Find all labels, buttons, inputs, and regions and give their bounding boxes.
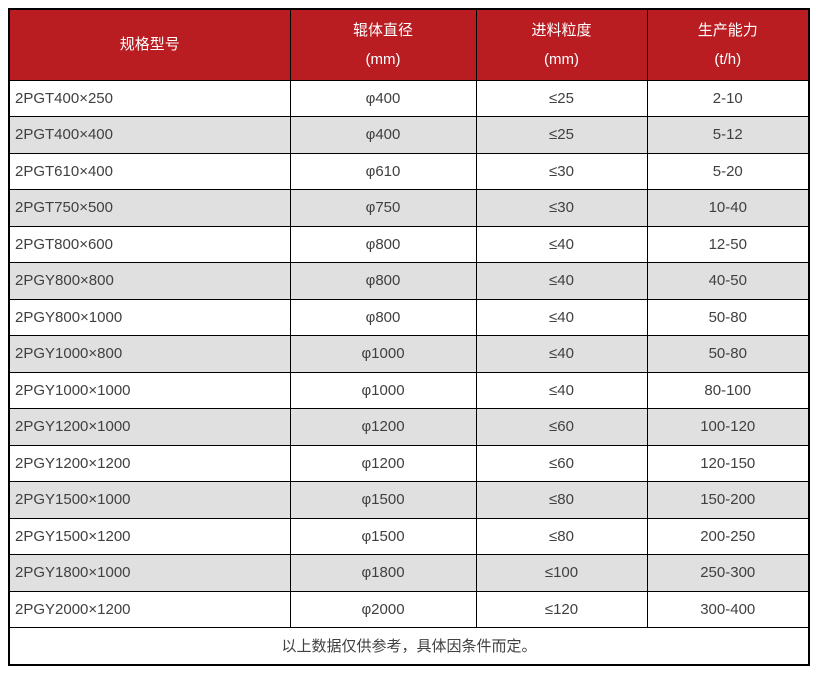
feed-size-cell: ≤40 (475, 335, 648, 373)
table-row: 2PGY1500×1000 φ1500 ≤80 150-200 (8, 481, 810, 519)
feed-size-cell: ≤40 (475, 298, 648, 336)
model-cell: 2PGT750×500 (8, 189, 291, 227)
feed-size-cell: ≤40 (475, 225, 648, 263)
diameter-cell: φ800 (289, 225, 477, 263)
col-header-roller-diameter-title: 辊体直径 (352, 21, 413, 39)
model-cell: 2PGT610×400 (8, 152, 291, 190)
model-cell: 2PGY1800×1000 (8, 554, 291, 592)
table-row: 2PGY1500×1200 φ1500 ≤80 200-250 (8, 517, 810, 555)
diameter-cell: φ1800 (289, 554, 477, 592)
table-row: 2PGY1800×1000 φ1800 ≤100 250-300 (8, 554, 810, 592)
capacity-cell: 200-250 (646, 517, 810, 555)
diameter-cell: φ1200 (289, 408, 477, 446)
table-row: 2PGY1000×1000 φ1000 ≤40 80-100 (8, 371, 810, 409)
capacity-cell: 12-50 (646, 225, 810, 263)
model-cell: 2PGY1500×1200 (8, 517, 291, 555)
col-header-feed-size-title: 进料粒度 (531, 21, 592, 39)
col-header-model-title: 规格型号 (119, 36, 180, 54)
model-cell: 2PGY1500×1000 (8, 481, 291, 519)
col-header-feed-size-unit: (mm) (544, 50, 579, 68)
capacity-cell: 150-200 (646, 481, 810, 519)
spec-table: 规格型号 辊体直径 (mm) 进料粒度 (mm) 生产能力 (t/h) 2PGT… (8, 8, 810, 666)
col-header-capacity-title: 生产能力 (697, 21, 758, 39)
diameter-cell: φ2000 (289, 590, 477, 628)
model-cell: 2PGY800×800 (8, 262, 291, 300)
table-row: 2PGT400×250 φ400 ≤25 2-10 (8, 79, 810, 117)
table-row: 2PGT750×500 φ750 ≤30 10-40 (8, 189, 810, 227)
capacity-cell: 5-12 (646, 116, 810, 154)
table-row: 2PGT400×400 φ400 ≤25 5-12 (8, 116, 810, 154)
model-cell: 2PGT400×400 (8, 116, 291, 154)
capacity-cell: 50-80 (646, 335, 810, 373)
table-row: 2PGY1200×1200 φ1200 ≤60 120-150 (8, 444, 810, 482)
capacity-cell: 120-150 (646, 444, 810, 482)
feed-size-cell: ≤25 (475, 79, 648, 117)
feed-size-cell: ≤80 (475, 517, 648, 555)
col-header-model: 规格型号 (8, 8, 291, 81)
feed-size-cell: ≤30 (475, 152, 648, 190)
feed-size-cell: ≤40 (475, 371, 648, 409)
feed-size-cell: ≤100 (475, 554, 648, 592)
table-body: 2PGT400×250 φ400 ≤25 2-10 2PGT400×400 φ400 ≤25… (8, 79, 810, 628)
capacity-cell: 2-10 (646, 79, 810, 117)
col-header-capacity-unit: (t/h) (714, 50, 742, 68)
feed-size-cell: ≤30 (475, 189, 648, 227)
table-row: 2PGY800×800 φ800 ≤40 40-50 (8, 262, 810, 300)
feed-size-cell: ≤60 (475, 408, 648, 446)
table-row: 2PGY2000×1200 φ2000 ≤120 300-400 (8, 590, 810, 628)
feed-size-cell: ≤25 (475, 116, 648, 154)
model-cell: 2PGT400×250 (8, 79, 291, 117)
diameter-cell: φ1500 (289, 481, 477, 519)
table-row: 2PGT610×400 φ610 ≤30 5-20 (8, 152, 810, 190)
capacity-cell: 50-80 (646, 298, 810, 336)
capacity-cell: 10-40 (646, 189, 810, 227)
capacity-cell: 100-120 (646, 408, 810, 446)
diameter-cell: φ800 (289, 298, 477, 336)
model-cell: 2PGY800×1000 (8, 298, 291, 336)
table-row: 2PGY800×1000 φ800 ≤40 50-80 (8, 298, 810, 336)
diameter-cell: φ1200 (289, 444, 477, 482)
model-cell: 2PGY1000×800 (8, 335, 291, 373)
capacity-cell: 40-50 (646, 262, 810, 300)
col-header-roller-diameter: 辊体直径 (mm) (289, 8, 477, 81)
diameter-cell: φ800 (289, 262, 477, 300)
model-cell: 2PGY2000×1200 (8, 590, 291, 628)
model-cell: 2PGY1000×1000 (8, 371, 291, 409)
diameter-cell: φ1000 (289, 335, 477, 373)
table-row: 2PGY1000×800 φ1000 ≤40 50-80 (8, 335, 810, 373)
capacity-cell: 80-100 (646, 371, 810, 409)
feed-size-cell: ≤80 (475, 481, 648, 519)
table-row: 2PGY1200×1000 φ1200 ≤60 100-120 (8, 408, 810, 446)
col-header-capacity: 生产能力 (t/h) (646, 8, 810, 81)
col-header-roller-diameter-unit: (mm) (365, 50, 401, 68)
diameter-cell: φ400 (289, 79, 477, 117)
header-row: 规格型号 辊体直径 (mm) 进料粒度 (mm) 生产能力 (t/h) (8, 8, 810, 81)
footer-row: 以上数据仅供参考，具体因条件而定。 (8, 627, 810, 665)
table-header: 规格型号 辊体直径 (mm) 进料粒度 (mm) 生产能力 (t/h) (8, 8, 810, 81)
diameter-cell: φ610 (289, 152, 477, 190)
capacity-cell: 250-300 (646, 554, 810, 592)
model-cell: 2PGT800×600 (8, 225, 291, 263)
table-footer: 以上数据仅供参考，具体因条件而定。 (8, 627, 810, 665)
diameter-cell: φ1000 (289, 371, 477, 409)
diameter-cell: φ400 (289, 116, 477, 154)
feed-size-cell: ≤60 (475, 444, 648, 482)
footer-note: 以上数据仅供参考，具体因条件而定。 (8, 627, 810, 665)
diameter-cell: φ750 (289, 189, 477, 227)
capacity-cell: 5-20 (646, 152, 810, 190)
diameter-cell: φ1500 (289, 517, 477, 555)
feed-size-cell: ≤40 (475, 262, 648, 300)
model-cell: 2PGY1200×1000 (8, 408, 291, 446)
table-row: 2PGT800×600 φ800 ≤40 12-50 (8, 225, 810, 263)
col-header-feed-size: 进料粒度 (mm) (475, 8, 648, 81)
feed-size-cell: ≤120 (475, 590, 648, 628)
capacity-cell: 300-400 (646, 590, 810, 628)
model-cell: 2PGY1200×1200 (8, 444, 291, 482)
